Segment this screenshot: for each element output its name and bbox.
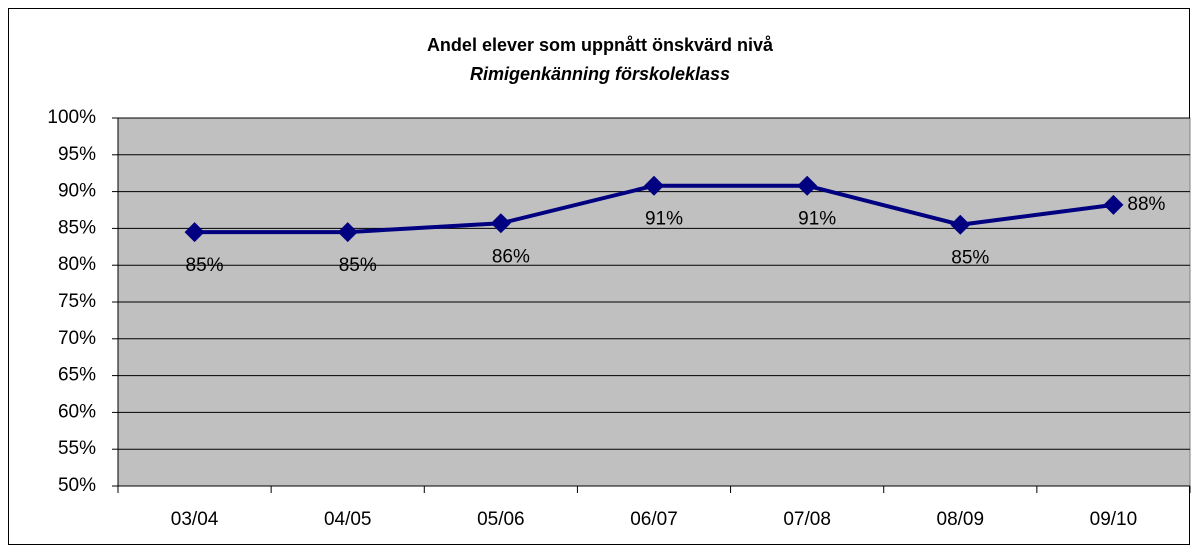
marker [490, 213, 511, 234]
marker [950, 214, 971, 235]
marker [644, 175, 664, 196]
marker [1103, 194, 1124, 215]
chart-subtitle: Rimigenkänning förskoleklass [470, 64, 730, 84]
y-tick-label: 50% [58, 475, 96, 496]
data-label: 88% [1127, 194, 1165, 215]
chart-title: Andel elever som uppnått önskvärd nivå [427, 35, 774, 55]
y-tick-label: 70% [58, 328, 96, 349]
x-tick-label: 04/05 [324, 509, 372, 530]
x-tick-label: 08/09 [937, 509, 985, 530]
x-tick-label: 06/07 [630, 509, 678, 530]
y-tick-label: 95% [58, 144, 96, 165]
data-label: 91% [645, 209, 683, 230]
data-label: 86% [492, 246, 530, 267]
y-tick-label: 60% [58, 401, 96, 422]
x-tick-label: 09/10 [1090, 509, 1138, 530]
marker [337, 222, 358, 243]
x-tick-label: 05/06 [477, 509, 525, 530]
data-label: 85% [339, 255, 377, 276]
marker [184, 222, 205, 243]
data-label: 91% [798, 209, 836, 230]
data-label: 85% [951, 248, 989, 269]
x-tick-label: 03/04 [171, 509, 219, 530]
y-tick-label: 65% [58, 365, 96, 386]
y-tick-label: 80% [58, 254, 96, 275]
y-tick-label: 100% [47, 107, 96, 128]
y-tick-label: 75% [58, 291, 96, 312]
y-tick-label: 90% [58, 181, 96, 202]
marker [797, 175, 818, 196]
y-tick-label: 55% [58, 438, 96, 459]
x-tick-label: 07/08 [783, 509, 831, 530]
data-label: 85% [186, 255, 224, 276]
y-tick-label: 85% [58, 217, 96, 238]
